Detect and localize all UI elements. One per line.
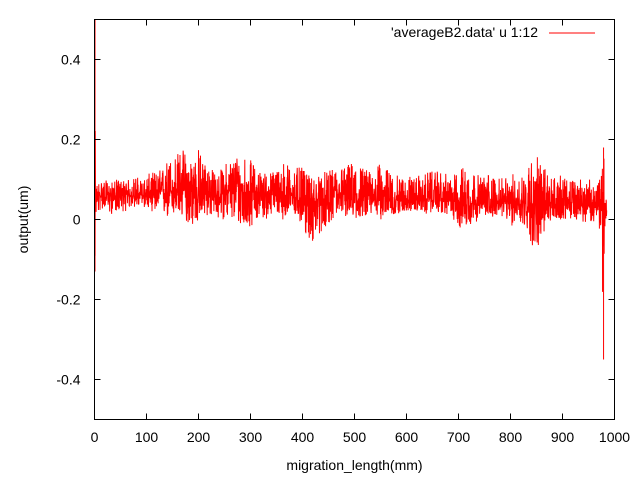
ticks-layer: 0 100 200 300 400 500 600 700 800 900 1000 -0.4 -0.2… <box>56 19 630 445</box>
y-tick-label: -0.2 <box>56 292 80 308</box>
x-axis-label: migration_length(mm) <box>286 457 422 473</box>
x-tick-label: 200 <box>187 429 211 445</box>
x-tick-label: 0 <box>91 429 99 445</box>
legend-label: 'averageB2.data' u 1:12 <box>391 24 538 40</box>
x-tick-label: 500 <box>343 429 367 445</box>
series-line <box>94 20 608 292</box>
x-tick-label: 800 <box>499 429 523 445</box>
x-tick-label: 300 <box>239 429 263 445</box>
x-tick-label: 600 <box>395 429 419 445</box>
x-tick-label: 700 <box>447 429 471 445</box>
x-tick-label: 1000 <box>599 429 630 445</box>
y-tick-label: 0.2 <box>61 132 81 148</box>
x-tick-label: 900 <box>551 429 575 445</box>
y-axis-label: output(um) <box>15 186 31 254</box>
y-tick-label: -0.4 <box>56 372 80 388</box>
y-tick-label: 0 <box>73 212 81 228</box>
x-tick-label: 400 <box>291 429 315 445</box>
x-tick-label: 100 <box>135 429 159 445</box>
y-tick-label: 0.4 <box>61 52 81 68</box>
legend: 'averageB2.data' u 1:12 <box>391 24 595 40</box>
